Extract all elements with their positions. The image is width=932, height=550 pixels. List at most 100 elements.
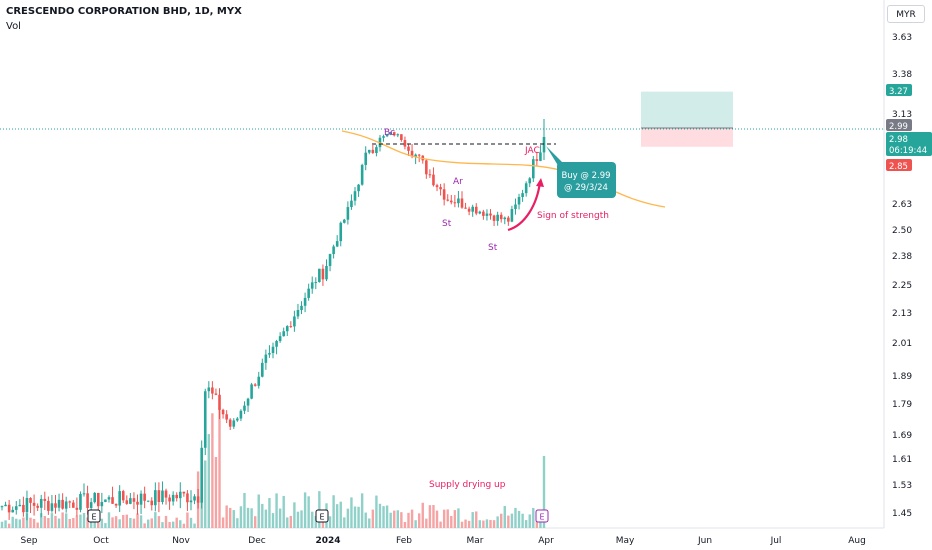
candle-body	[360, 164, 364, 185]
volume-indicator-label[interactable]: Vol	[6, 21, 21, 32]
volume-bar	[524, 520, 528, 528]
volume-bar	[492, 520, 496, 528]
candle-body	[460, 198, 464, 208]
volume-bar	[428, 505, 432, 528]
volume-bar	[18, 519, 22, 528]
candle-body	[335, 241, 339, 247]
volume-bar	[236, 518, 239, 528]
candle-body	[428, 174, 432, 176]
volume-bar	[460, 521, 464, 528]
annotation-st: St	[442, 219, 452, 229]
candle-body	[214, 393, 218, 395]
annotation-bc: Bc	[384, 128, 395, 138]
volume-bar	[257, 494, 260, 528]
y-tick-label: 3.13	[892, 110, 912, 120]
candle-body	[453, 202, 457, 204]
candle-body	[118, 491, 121, 506]
volume-bar	[471, 512, 474, 528]
volume-bar	[514, 507, 517, 528]
candle-body	[503, 217, 507, 220]
candle-body	[507, 217, 510, 222]
candle-body	[96, 492, 100, 507]
volume-bar	[467, 520, 471, 528]
candle-body	[146, 500, 150, 502]
volume-bar	[289, 515, 293, 528]
candle-body	[129, 498, 132, 504]
y-tick-label: 2.63	[892, 200, 912, 210]
candle-body	[25, 498, 29, 513]
buy-callout-line: @ 29/3/24	[564, 183, 608, 193]
x-tick-label: Mar	[467, 536, 484, 546]
candle-body	[189, 500, 193, 503]
volume-bar	[364, 512, 367, 528]
candle-body	[285, 326, 289, 332]
volume-bar	[425, 518, 428, 528]
candle-body	[389, 132, 392, 135]
candle-body	[482, 211, 485, 216]
volume-bar	[528, 514, 531, 528]
candle-body	[171, 494, 175, 502]
candle-body	[93, 492, 97, 503]
candle-body	[478, 211, 482, 214]
volume-bar	[57, 518, 61, 528]
candle-body	[367, 149, 371, 153]
volume-bar	[182, 523, 186, 528]
candle-body	[414, 154, 417, 157]
candle-body	[114, 503, 118, 506]
y-tick-label: 1.53	[892, 481, 912, 491]
volume-bar	[64, 513, 68, 528]
candle-body	[211, 387, 214, 394]
candle-body	[89, 502, 93, 508]
volume-bar	[146, 519, 150, 528]
x-tick-label: Oct	[93, 536, 109, 546]
volume-bar	[403, 521, 407, 528]
y-tick-label: 1.89	[892, 372, 912, 382]
volume-bar	[68, 519, 71, 528]
candle-body	[100, 501, 104, 507]
volume-bar	[179, 520, 182, 528]
volume-bar	[86, 517, 89, 528]
candle-body	[489, 213, 492, 216]
buy-callout	[557, 162, 616, 198]
volume-bar	[293, 502, 296, 528]
candle-body	[282, 331, 285, 337]
candle-body	[154, 490, 157, 506]
candle-body	[228, 419, 232, 427]
candle-body	[357, 184, 360, 192]
candle-body	[364, 152, 368, 165]
candle-body	[439, 187, 442, 190]
annotation-jac: JAC	[524, 146, 540, 156]
candle-body	[150, 500, 154, 506]
currency-button[interactable]: MYR	[887, 5, 925, 23]
volume-bar	[79, 514, 82, 528]
volume-bar	[439, 521, 442, 528]
volume-bar	[286, 517, 289, 528]
volume-bar	[61, 512, 64, 528]
volume-bar	[189, 517, 193, 528]
volume-bar	[157, 516, 161, 528]
candle-body	[111, 497, 114, 504]
target-price-tag	[886, 84, 912, 96]
candle-body	[318, 268, 321, 283]
volume-bar	[36, 522, 39, 528]
candle-body	[385, 134, 389, 137]
volume-bar	[32, 518, 36, 528]
candle-body	[136, 501, 139, 505]
candle-body	[300, 305, 303, 310]
volume-bar	[107, 512, 111, 528]
x-tick-label: Aug	[848, 536, 866, 546]
volume-bar	[139, 515, 143, 528]
stop-price-tag-text: 2.85	[889, 162, 908, 172]
volume-bar	[275, 493, 278, 528]
candle-body	[132, 498, 136, 502]
candle-body	[524, 183, 528, 194]
volume-bar	[368, 518, 371, 528]
take-profit-zone	[641, 91, 733, 128]
candle-body	[521, 193, 524, 197]
volume-bar	[278, 508, 282, 528]
candle-body	[168, 497, 171, 502]
candle-body	[268, 353, 271, 355]
candle-body	[264, 354, 268, 363]
candle-body	[54, 503, 57, 508]
